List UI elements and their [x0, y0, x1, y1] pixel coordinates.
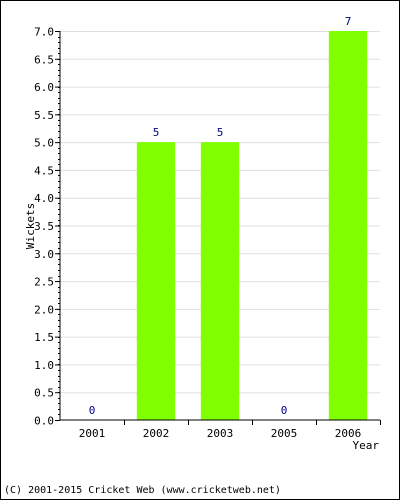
data-labels: 0 5 5 0 7 [89, 15, 352, 417]
y-axis-title: Wickets [24, 203, 37, 249]
data-label: 5 [217, 126, 224, 139]
y-tick-label: 0.0 [34, 415, 54, 428]
y-tick-label: 1.0 [34, 359, 54, 372]
data-label: 0 [281, 404, 288, 417]
x-tick-label: 2005 [271, 427, 298, 440]
axes [55, 31, 381, 425]
y-tick-label: 3.0 [34, 248, 54, 261]
y-tick-label: 3.5 [34, 220, 54, 233]
x-tick-label: 2006 [335, 427, 362, 440]
x-axis-title: Year [353, 439, 380, 452]
data-label: 7 [345, 15, 352, 28]
y-tick-label: 2.0 [34, 303, 54, 316]
y-tick-label: 0.5 [34, 387, 54, 400]
y-tick-label: 7.0 [34, 26, 54, 39]
y-tick-label: 5.5 [34, 109, 54, 122]
x-tick-label: 2002 [143, 427, 170, 440]
data-label: 0 [89, 404, 96, 417]
x-tick-label: 2001 [79, 427, 106, 440]
y-tick-label: 4.5 [34, 164, 54, 177]
y-tick-labels: 0.0 0.5 1.0 1.5 2.0 2.5 3.0 3.5 4.0 4.5 5.0 5.5 6.0 6… [34, 26, 54, 428]
bar [328, 31, 368, 420]
copyright-notice: (C) 2001-2015 Cricket Web (www.cricketwe… [4, 485, 281, 496]
bar [200, 142, 240, 420]
y-tick-label: 5.0 [34, 137, 54, 150]
bars [136, 31, 368, 420]
y-tick-label: 6.5 [34, 53, 54, 66]
x-tick-labels: 2001 2002 2003 2005 2006 [79, 427, 362, 440]
x-tick-label: 2003 [207, 427, 234, 440]
y-tick-label: 6.0 [34, 81, 54, 94]
bar [136, 142, 176, 420]
y-tick-label: 4.0 [34, 192, 54, 205]
y-tick-label: 2.5 [34, 276, 54, 289]
y-tick-label: 1.5 [34, 331, 54, 344]
data-label: 5 [153, 126, 160, 139]
